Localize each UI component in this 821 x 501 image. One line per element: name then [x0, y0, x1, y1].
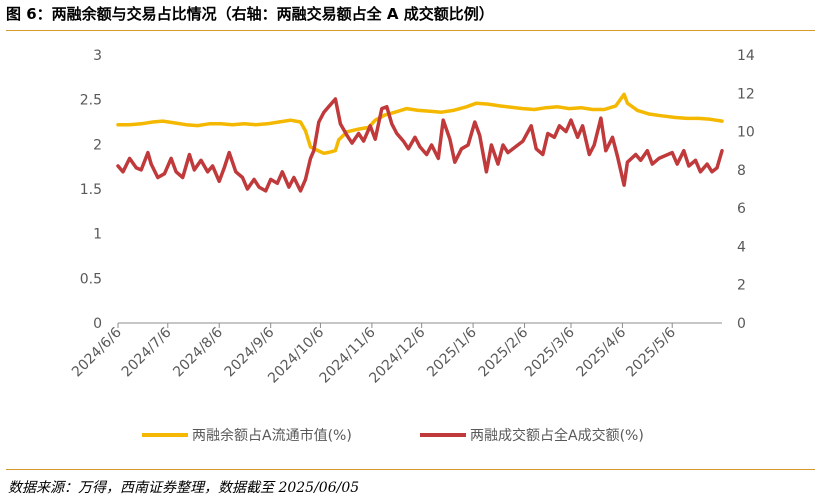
x-tick-label: 2025/3/6: [522, 324, 578, 380]
right-tick-label: 14: [737, 48, 755, 64]
source-note: 数据来源：万得，西南证券整理，数据截至 2025/06/05: [8, 480, 360, 496]
chart-title: 图 6：两融余额与交易占比情况（右轴：两融交易额占全 A 成交额比例）: [6, 5, 494, 23]
right-tick-label: 8: [737, 163, 746, 179]
margin-turnover-ratio-line: [116, 97, 724, 193]
margin-balance-ratio-line: [116, 92, 724, 156]
right-tick-label: 4: [737, 239, 746, 255]
legend-label: 两融余额占A流通市值(%): [192, 427, 352, 444]
right-tick-label: 6: [737, 201, 746, 217]
left-axis-ticks: 0 0.5 1 1.5 2 2.5 3: [80, 48, 102, 332]
x-tick-label: 2025/2/6: [476, 324, 532, 380]
right-tick-label: 10: [737, 125, 755, 141]
right-tick-label: 2: [737, 278, 746, 294]
left-tick-label: 2.5: [80, 93, 102, 109]
dual-axis-line-chart: 0 0.5 1 1.5 2 2.5 3 0 2 4 6 8 10 12 14 2024/6/62024/7…: [69, 48, 755, 444]
x-tick-label: 2025/1/6: [424, 324, 480, 380]
left-tick-label: 0.5: [80, 271, 102, 287]
x-axis-ticks: 2024/6/62024/7/62024/8/62024/9/62024/10/…: [69, 323, 679, 387]
left-tick-label: 0: [93, 316, 102, 332]
x-tick-label: 2024/8/6: [170, 324, 226, 380]
left-tick-label: 3: [93, 48, 102, 64]
title-bar: 图 6：两融余额与交易占比情况（右轴：两融交易额占全 A 成交额比例）: [6, 4, 815, 31]
source-divider: [6, 469, 815, 470]
x-tick-label: 2024/7/6: [119, 324, 175, 380]
x-tick-label: 2025/5/6: [623, 324, 679, 380]
chart-legend: 两融余额占A流通市值(%) 两融成交额占全A成交额(%): [142, 427, 644, 444]
left-tick-label: 2: [93, 137, 102, 153]
right-tick-label: 12: [737, 86, 755, 102]
title-divider: [6, 30, 815, 31]
series-lines: [116, 92, 724, 193]
right-axis-ticks: 0 2 4 6 8 10 12 14: [737, 48, 755, 332]
legend-label: 两融成交额占全A成交额(%): [470, 427, 644, 444]
left-tick-label: 1.5: [80, 182, 102, 198]
x-tick-label: 2024/6/6: [69, 324, 125, 380]
x-tick-label: 2025/4/6: [573, 324, 629, 380]
right-tick-label: 0: [737, 316, 746, 332]
left-tick-label: 1: [93, 227, 102, 243]
